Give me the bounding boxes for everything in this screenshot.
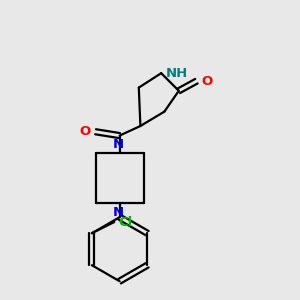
Text: N: N (112, 138, 124, 151)
Text: Cl: Cl (118, 215, 132, 229)
Text: N: N (112, 206, 124, 219)
Text: O: O (80, 125, 91, 138)
Text: NH: NH (166, 67, 188, 80)
Text: O: O (201, 75, 212, 88)
